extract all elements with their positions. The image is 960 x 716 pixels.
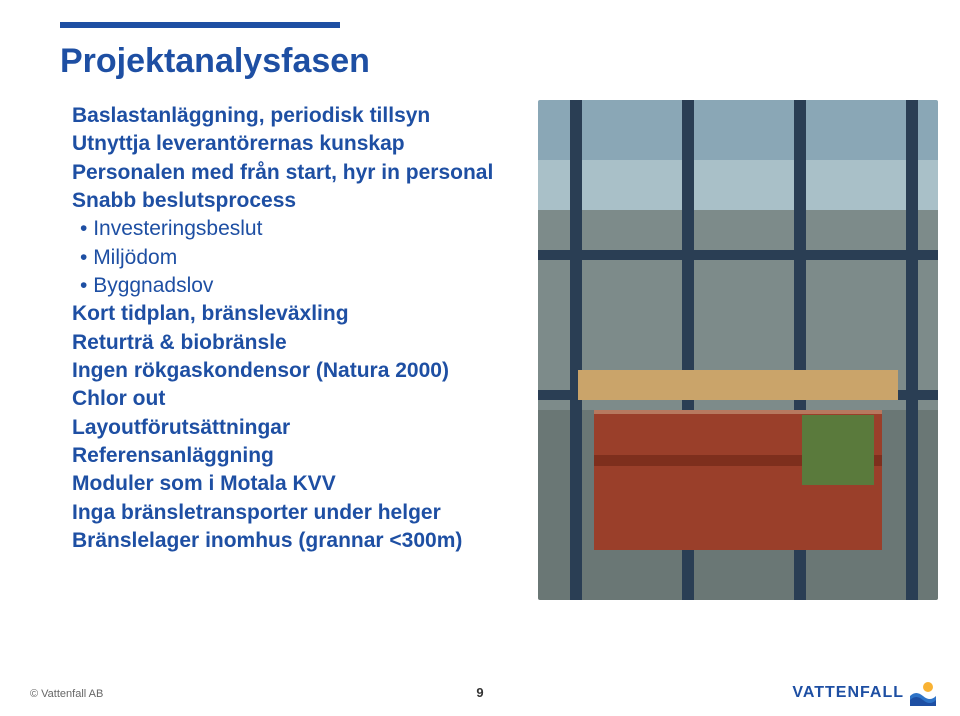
bullet-line: Inga bränsletransporter under helger [72, 499, 522, 527]
construction-photo [538, 100, 938, 600]
bullet-line: Kort tidplan, bränsleväxling [72, 300, 522, 328]
slide-title: Projektanalysfasen [60, 42, 370, 81]
bullet-line: Referensanläggning [72, 442, 522, 470]
bullet-line: Moduler som i Motala KVV [72, 470, 522, 498]
sub-bullet: Byggnadslov [80, 272, 522, 300]
copyright: © Vattenfall AB [30, 688, 103, 700]
brand-text: VATTENFALL [792, 684, 904, 702]
bullet-line: Utnyttja leverantörernas kunskap [72, 130, 522, 158]
sun-icon [923, 682, 933, 692]
footer: © Vattenfall AB 9 VATTENFALL [0, 670, 960, 710]
bullet-line: Returträ & biobränsle [72, 329, 522, 357]
title-rule [60, 22, 340, 28]
bullet-line: Baslastanläggning, periodisk tillsyn [72, 102, 522, 130]
bullet-line: Bränslelager inomhus (grannar <300m) [72, 527, 522, 555]
brand-icon [910, 680, 936, 706]
slide: Projektanalysfasen Baslastanläggning, pe… [0, 0, 960, 716]
page-number: 9 [476, 685, 483, 700]
bullet-line: Snabb beslutsprocess [72, 187, 522, 215]
bullet-line: Layoutförutsättningar [72, 414, 522, 442]
bullet-line: Ingen rökgaskondensor (Natura 2000) [72, 357, 522, 385]
bullet-line: Chlor out [72, 385, 522, 413]
brand-logo: VATTENFALL [792, 680, 936, 706]
bullet-line: Personalen med från start, hyr in person… [72, 159, 522, 187]
sub-bullet: Miljödom [80, 244, 522, 272]
photo-placeholder [538, 100, 938, 600]
sub-bullet: Investeringsbeslut [80, 215, 522, 243]
content-block: Baslastanläggning, periodisk tillsyn Utn… [72, 102, 522, 556]
